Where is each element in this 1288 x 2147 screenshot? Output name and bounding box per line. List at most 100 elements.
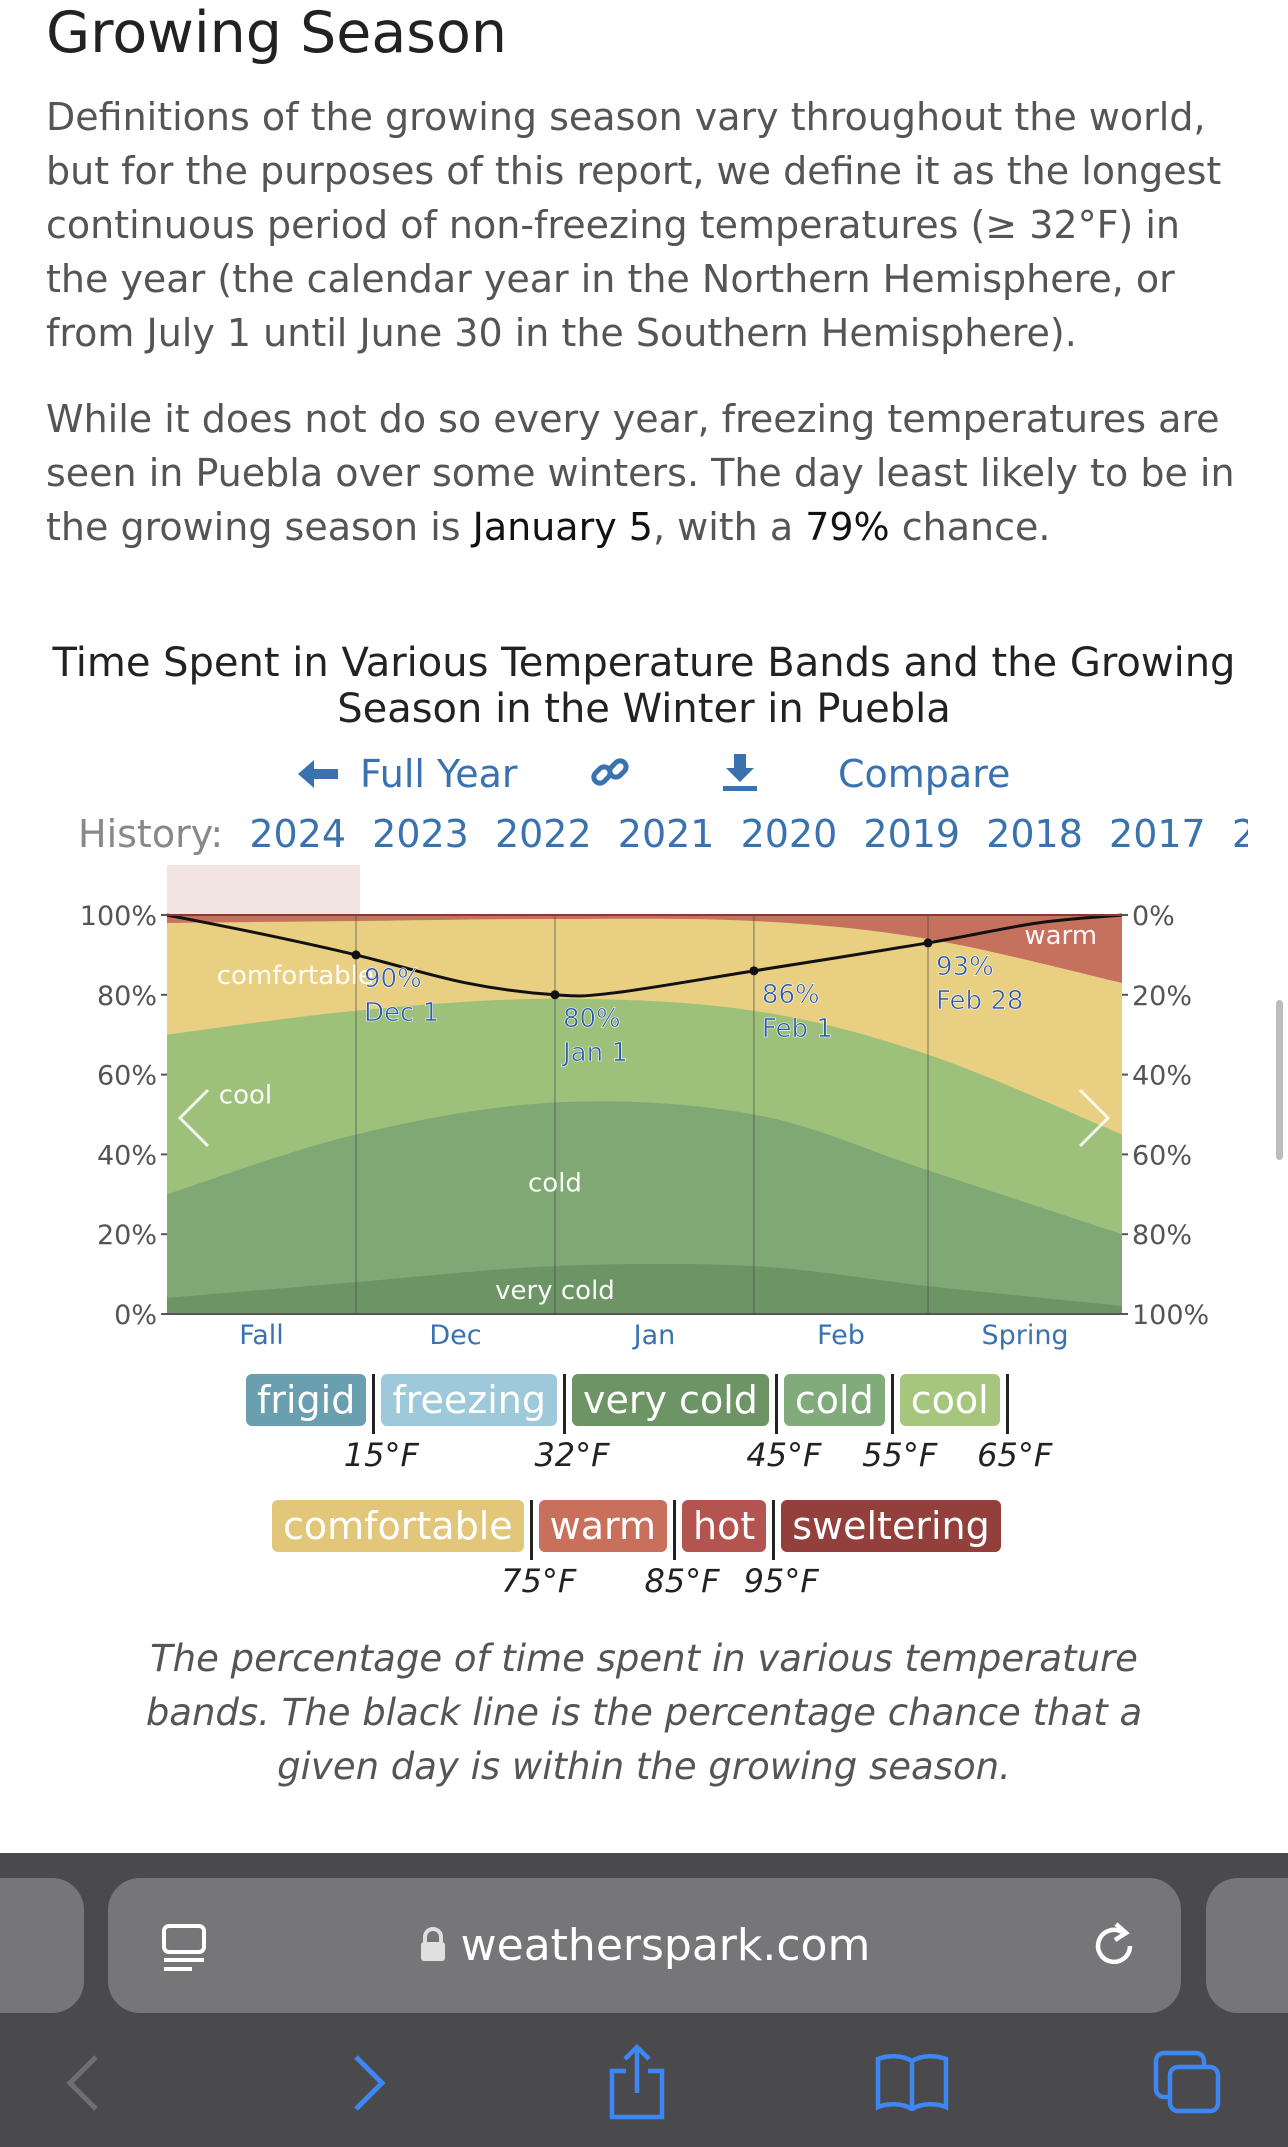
legend-threshold: 95°F	[743, 1562, 819, 1600]
legend-chip-comfortable: comfortable	[272, 1500, 524, 1552]
legend-separator	[890, 1374, 894, 1434]
growing-season-line	[166, 913, 1123, 998]
legend-chip-cool: cool	[899, 1374, 1000, 1426]
legend-chip-very-cold: very cold	[572, 1374, 769, 1426]
legend-separator	[529, 1500, 533, 1560]
right-axis-tick: 80%	[1132, 1220, 1192, 1251]
legend-threshold: 65°F	[977, 1436, 1053, 1474]
legend-row-1: frigid 15°F freezing 32°F very cold 45°F cold 5…	[246, 1374, 1052, 1474]
right-axis-tick: 20%	[1132, 981, 1192, 1012]
band-label-very-cold: very cold	[495, 1276, 615, 1306]
legend-threshold: 85°F	[644, 1562, 720, 1600]
link-icon	[591, 758, 629, 786]
band-label-comfortable: comfortable	[217, 961, 374, 991]
legend-separator	[563, 1374, 566, 1434]
legend-chip-frigid: frigid	[246, 1374, 367, 1426]
legend-row-2: comfortable 75°F warm 85°F hot 95°F sweltering	[272, 1500, 1001, 1600]
growing-season-point	[749, 966, 759, 976]
history-label: History:	[78, 812, 224, 856]
left-axis-tick: 80%	[97, 981, 157, 1012]
left-axis-tick: 0%	[114, 1300, 157, 1331]
annotation-percent: 80%	[563, 1004, 621, 1034]
compare-link[interactable]: Compare	[838, 752, 1011, 796]
browser-toolbar	[0, 2013, 1288, 2147]
chart-title: Time Spent in Various Temperature Bands …	[52, 640, 1236, 732]
reader-icon[interactable]	[160, 1922, 208, 1974]
legend-separator	[772, 1500, 776, 1560]
growing-season-point	[923, 938, 933, 948]
legend-threshold: 55°F	[862, 1436, 938, 1474]
band-label-cool: cool	[219, 1081, 272, 1111]
chart-download-button[interactable]	[720, 752, 760, 792]
x-axis-label: Fall	[239, 1320, 284, 1351]
legend-separator	[774, 1374, 778, 1434]
right-axis-tick: 0%	[1132, 901, 1175, 932]
x-axis-label: Spring	[981, 1320, 1068, 1351]
history-year[interactable]: 2020	[740, 812, 838, 856]
left-axis-tick: 40%	[97, 1140, 157, 1171]
annotation-percent: 93%	[936, 952, 994, 982]
definition-paragraph: Definitions of the growing season vary t…	[46, 95, 1222, 355]
forward-arrow-icon[interactable]	[346, 2053, 390, 2113]
x-axis-label: Feb	[817, 1320, 865, 1351]
growing-season-point	[550, 990, 560, 1000]
next-tab-preview[interactable]	[1206, 1878, 1288, 2013]
address-bar[interactable]: weatherspark.com	[108, 1878, 1181, 2013]
right-axis-tick: 40%	[1132, 1061, 1192, 1092]
legend-threshold: 15°F	[343, 1436, 419, 1474]
annotation-date: Feb 28	[936, 986, 1023, 1016]
legend-threshold: 45°F	[746, 1436, 822, 1474]
download-icon	[723, 754, 757, 791]
page-scrollbar[interactable]	[1276, 1000, 1283, 1160]
chart-link-button[interactable]	[590, 752, 630, 792]
section-heading: Growing Season	[46, 0, 507, 66]
chart-caption: The percentage of time spent in various …	[145, 1637, 1143, 1788]
band-label-warm: warm	[1024, 921, 1097, 951]
selected-period-highlight	[167, 865, 360, 915]
annotation-percent: 86%	[762, 980, 820, 1010]
least-likely-date: January 5	[472, 505, 653, 549]
legend-threshold: 75°F	[501, 1562, 577, 1600]
full-year-link[interactable]: Full Year	[296, 752, 518, 796]
legend-chip-freezing: freezing	[381, 1374, 557, 1426]
annotation-date: Dec 1	[364, 998, 439, 1028]
lock-icon	[420, 1927, 445, 1961]
chevron-left-icon[interactable]	[177, 1088, 210, 1148]
annotation-date: Feb 1	[762, 1014, 833, 1044]
least-likely-chance: 79%	[805, 505, 890, 549]
x-axis-label: Dec	[429, 1320, 481, 1351]
history-year[interactable]: 2022	[494, 812, 592, 856]
history-year[interactable]: 2016	[1231, 812, 1248, 856]
annotation-percent: 90%	[364, 964, 422, 994]
bookmarks-icon[interactable]	[874, 2051, 950, 2111]
arrow-left-icon	[298, 760, 338, 788]
x-axis-label: Jan	[632, 1320, 676, 1351]
chevron-right-icon[interactable]	[1078, 1088, 1111, 1148]
legend-chip-cold: cold	[783, 1374, 885, 1426]
url-text: weatherspark.com	[460, 1920, 871, 1971]
legend-threshold: 32°F	[534, 1436, 610, 1474]
band-cold	[167, 1101, 1122, 1314]
growing-season-paragraph: While it does not do so every year, free…	[46, 397, 1235, 549]
history-year[interactable]: 2018	[986, 812, 1083, 856]
history-year-selector: History: 2024 2023 2022 2021 2020 2019 2…	[78, 812, 1248, 856]
legend-separator	[372, 1374, 376, 1434]
history-year[interactable]: 2021	[617, 812, 715, 856]
legend-separator	[673, 1500, 676, 1560]
legend-separator	[1005, 1374, 1009, 1434]
band-label-cold: cold	[528, 1168, 582, 1198]
history-year[interactable]: 2019	[863, 812, 961, 856]
growing-season-point	[351, 950, 361, 960]
back-arrow-icon[interactable]	[62, 2053, 106, 2113]
left-axis-tick: 60%	[97, 1061, 157, 1092]
legend-chip-sweltering: sweltering	[781, 1500, 1001, 1552]
history-year[interactable]: 2017	[1109, 812, 1206, 856]
reload-icon[interactable]	[1086, 1918, 1142, 1974]
history-year[interactable]: 2024	[249, 812, 347, 856]
history-year[interactable]: 2023	[372, 812, 469, 856]
tabs-icon[interactable]	[1152, 2049, 1222, 2115]
share-icon[interactable]	[606, 2043, 668, 2121]
previous-tab-preview[interactable]	[0, 1878, 84, 2013]
legend-chip-warm: warm	[538, 1500, 667, 1552]
right-axis-tick: 100%	[1132, 1300, 1209, 1331]
